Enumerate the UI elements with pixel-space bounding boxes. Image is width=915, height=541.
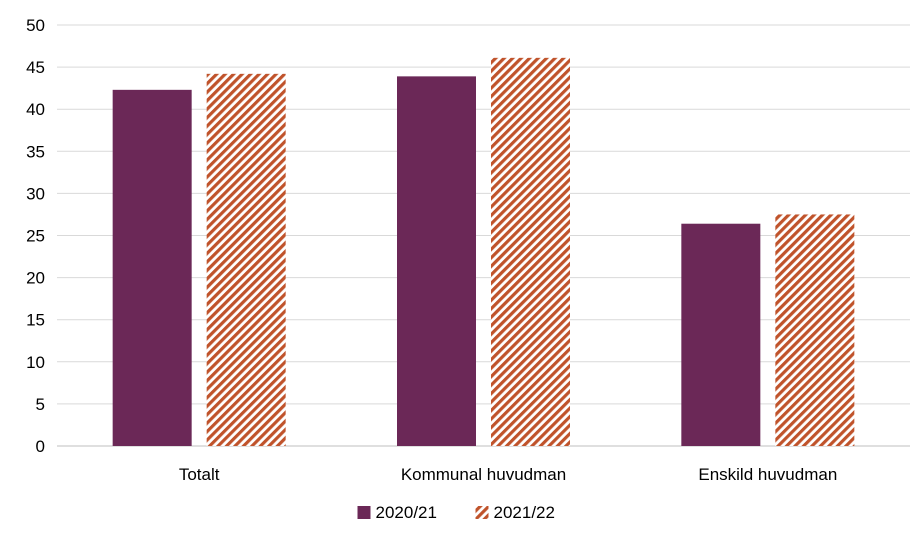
bar-series2-totalt [206,73,286,446]
bar-series1-kommunal-huvudman [397,76,476,446]
legend-label: 2021/22 [494,503,555,522]
x-axis: Totalt Kommunal huvudman Enskild huvudman [179,465,837,484]
y-tick-label: 5 [36,395,45,414]
y-tick-label: 10 [26,353,45,372]
y-tick-label: 35 [26,142,45,161]
y-tick-label: 20 [26,269,45,288]
bar-series2-kommunal-huvudman [491,57,570,446]
gridlines [57,24,910,447]
y-tick-label: 40 [26,100,45,119]
y-tick-label: 0 [36,437,45,456]
legend-label: 2020/21 [376,503,437,522]
bar-series1-totalt [112,89,192,447]
y-tick-label: 30 [26,184,45,203]
bar-series1-enskild-huvudman [681,223,761,446]
y-tick-label: 45 [26,58,45,77]
y-tick-label: 25 [26,227,45,246]
x-category-label: Kommunal huvudman [401,465,566,484]
y-axis: 0 5 10 15 20 25 30 35 40 45 50 [26,16,45,456]
legend-swatch [475,506,489,519]
x-category-label: Enskild huvudman [698,465,837,484]
bar-series2-enskild-huvudman [775,214,855,446]
legend: 2020/21 2021/22 [357,503,555,522]
x-category-label: Totalt [179,465,220,484]
y-tick-label: 50 [26,16,45,35]
bars [112,57,855,447]
y-tick-label: 15 [26,311,45,330]
legend-swatch [357,506,371,519]
